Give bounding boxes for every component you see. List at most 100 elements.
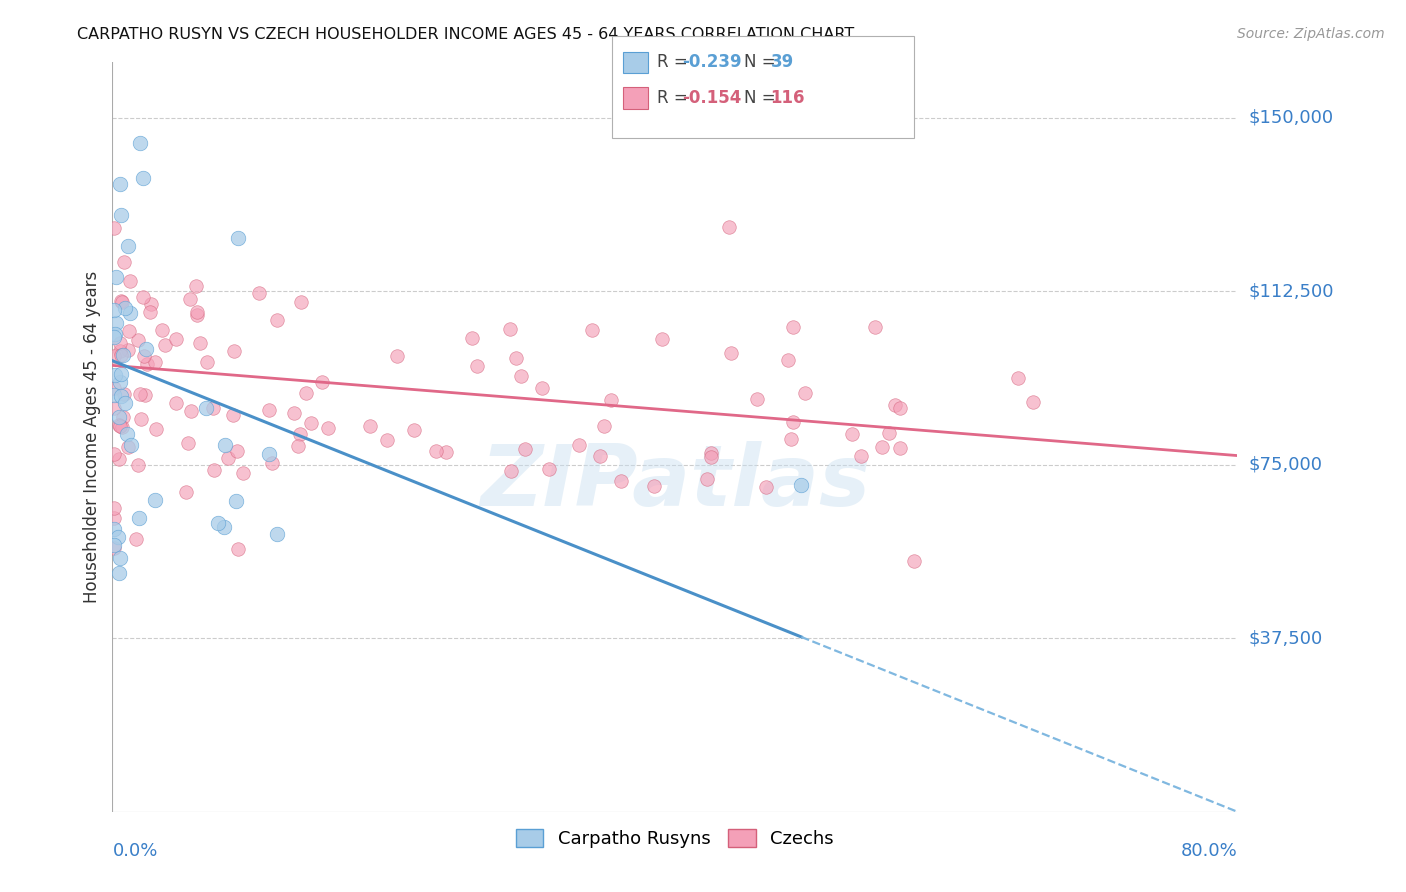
Point <box>745 392 768 406</box>
Point <box>103 541 125 555</box>
Point <box>107 417 129 432</box>
Point <box>186 305 208 319</box>
Point <box>849 449 872 463</box>
Point <box>103 522 125 536</box>
Point <box>139 304 162 318</box>
Point <box>232 466 254 480</box>
Text: 39: 39 <box>770 54 794 71</box>
Point <box>103 538 125 552</box>
Point <box>212 520 235 534</box>
Point <box>131 290 153 304</box>
Legend: Carpatho Rusyns, Czechs: Carpatho Rusyns, Czechs <box>509 822 841 855</box>
Point <box>283 406 305 420</box>
Point <box>111 294 134 309</box>
Point <box>498 322 520 336</box>
Point <box>111 419 134 434</box>
Point <box>610 474 633 488</box>
Point <box>505 351 527 366</box>
Point <box>165 332 187 346</box>
Point <box>782 320 804 334</box>
Point <box>884 398 907 412</box>
Point <box>1022 395 1045 409</box>
Point <box>110 209 132 223</box>
Point <box>118 306 141 320</box>
Point <box>225 494 247 508</box>
Point <box>499 464 522 478</box>
Point <box>188 336 211 351</box>
Point <box>375 434 398 448</box>
Text: 0.0%: 0.0% <box>112 842 157 860</box>
Point <box>108 566 131 581</box>
Point <box>461 331 484 345</box>
Text: N =: N = <box>744 54 780 71</box>
Point <box>436 445 458 459</box>
Point <box>145 422 167 436</box>
Point <box>877 426 900 441</box>
Point <box>247 285 270 300</box>
Point <box>266 526 288 541</box>
Point <box>125 533 148 547</box>
Point <box>720 346 742 360</box>
Point <box>696 473 718 487</box>
Point <box>599 392 621 407</box>
Point <box>841 427 863 442</box>
Point <box>134 387 156 401</box>
Point <box>131 171 153 186</box>
Point <box>779 432 801 446</box>
Point <box>790 477 813 491</box>
Point <box>110 348 132 362</box>
Text: $75,000: $75,000 <box>1249 456 1323 474</box>
Point <box>513 442 536 456</box>
Text: CARPATHO RUSYN VS CZECH HOUSEHOLDER INCOME AGES 45 - 64 YEARS CORRELATION CHART: CARPATHO RUSYN VS CZECH HOUSEHOLDER INCO… <box>77 27 855 42</box>
Point <box>404 423 426 437</box>
Point <box>143 493 166 508</box>
Point <box>108 550 131 565</box>
Point <box>222 343 245 358</box>
Point <box>872 440 894 454</box>
Point <box>128 510 150 524</box>
Point <box>110 389 132 403</box>
Point <box>114 396 136 410</box>
Point <box>889 441 911 455</box>
Text: -0.239: -0.239 <box>682 54 741 71</box>
Point <box>782 415 804 429</box>
Point <box>794 386 817 401</box>
Point <box>108 344 131 359</box>
Point <box>184 279 207 293</box>
Point <box>131 412 153 426</box>
Point <box>118 324 141 338</box>
Point <box>165 396 187 410</box>
Point <box>531 381 554 395</box>
Point <box>568 438 591 452</box>
Point <box>177 436 200 450</box>
Point <box>139 297 162 311</box>
Point <box>117 343 139 358</box>
Point <box>186 308 208 322</box>
Point <box>104 368 127 383</box>
Point <box>700 450 723 464</box>
Point <box>143 355 166 369</box>
Point <box>217 450 239 465</box>
Point <box>651 332 673 346</box>
Point <box>776 353 799 368</box>
Point <box>103 447 125 461</box>
Point <box>588 450 610 464</box>
Point <box>108 419 131 434</box>
Point <box>128 136 150 150</box>
Point <box>467 359 489 374</box>
Point <box>120 438 142 452</box>
Point <box>903 553 925 567</box>
Point <box>194 401 217 416</box>
Text: R =: R = <box>657 54 693 71</box>
Point <box>385 349 408 363</box>
Point <box>120 274 142 288</box>
Point <box>201 401 224 415</box>
Point <box>266 313 288 327</box>
Text: ZIPatlas: ZIPatlas <box>479 441 870 524</box>
Point <box>176 485 198 500</box>
Point <box>110 375 132 389</box>
Point <box>226 231 249 245</box>
Point <box>295 385 318 400</box>
Point <box>754 480 776 494</box>
Point <box>316 421 339 435</box>
